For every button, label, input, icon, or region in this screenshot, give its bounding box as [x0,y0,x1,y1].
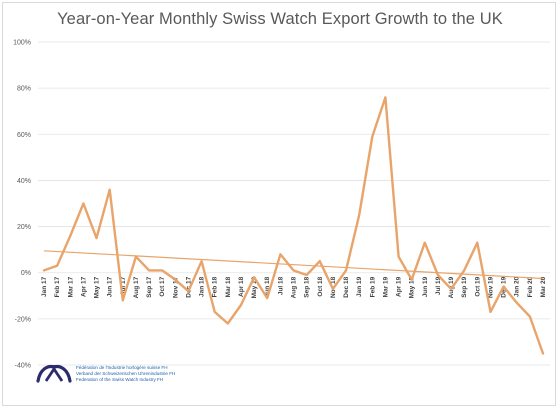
fh-logo-text: Fédération de l'Industrie horlogère suis… [76,365,175,383]
series-layer [42,96,545,355]
x-axis-ticks: Jan 17 Feb 17 Mar 17 Apr 17 May 17 Jun 17 Jul … [41,276,547,298]
y-tick-label: 80% [17,86,31,93]
x-tick-label: Aug 17 [133,276,140,298]
chart-title: Year-on-Year Monthly Swiss Watch Export … [57,10,503,28]
y-tick-label: 40% [17,178,31,185]
x-tick-label: Jan 19 [356,276,363,297]
x-tick-label: Jun 17 [107,276,114,297]
x-tick-label: Apr 19 [396,276,403,297]
x-tick-label: Jul 18 [277,276,284,295]
x-tick-label: May 18 [251,276,258,298]
x-tick-label: Oct 19 [474,276,481,296]
logo-line: Federation of the Swiss Watch Industry F… [76,377,164,382]
x-tick-label: Nov 19 [487,276,494,298]
y-tick-label: 0% [21,270,31,277]
x-tick-label: Sep 19 [461,276,468,297]
x-tick-label: Nov 17 [172,276,179,298]
trendline [43,250,544,280]
x-tick-label: Sep 18 [304,276,311,297]
y-tick-label: -20% [15,316,31,323]
x-tick-label: May 17 [94,276,101,298]
fh-logo: Fédération de l'Industrie horlogère suis… [34,357,254,397]
x-tick-label: Jul 19 [435,276,442,295]
x-tick-label: May 19 [409,276,416,298]
y-tick-label: -40% [15,363,31,370]
x-tick-label: Feb 19 [369,276,376,297]
logo-line: Fédération de l'Industrie horlogère suis… [76,365,168,370]
x-tick-label: Oct 18 [317,276,324,296]
x-tick-label: Aug 18 [291,276,298,298]
x-tick-label: Jan 20 [514,276,521,297]
y-tick-label: 100% [13,40,31,47]
chart-frame [2,2,556,406]
y-tick-label: 20% [17,224,31,231]
x-tick-label: Oct 17 [159,276,166,296]
x-tick-label: Mar 19 [382,276,389,297]
fh-logo-icon [36,364,72,383]
x-tick-label: Jan 17 [41,276,48,297]
y-axis-ticks: -40% -20% 0% 20% 40% 60% 80% 100% [13,40,31,370]
x-tick-label: Jul 17 [120,276,127,295]
x-tick-label: Feb 17 [54,276,61,297]
x-tick-label: Apr 18 [238,276,245,297]
x-tick-label: Mar 20 [540,276,547,297]
logo-line: Verband der Schweizerischen Uhrenindustr… [76,371,176,376]
x-tick-label: Feb 20 [527,276,534,297]
y-tick-label: 60% [17,132,31,139]
x-tick-label: Jun 19 [422,276,429,297]
x-tick-label: Feb 18 [212,276,219,297]
trendline-layer [43,250,544,280]
x-tick-label: Apr 17 [80,276,87,297]
x-tick-label: Mar 17 [67,276,74,297]
gridlines [38,41,550,366]
series-line [42,96,545,355]
x-tick-label: Jun 18 [264,276,271,297]
x-tick-label: Sep 17 [146,276,153,297]
x-tick-label: Jan 18 [199,276,206,297]
x-tick-label: Mar 18 [225,276,232,297]
x-tick-label: Dec 18 [343,276,350,297]
